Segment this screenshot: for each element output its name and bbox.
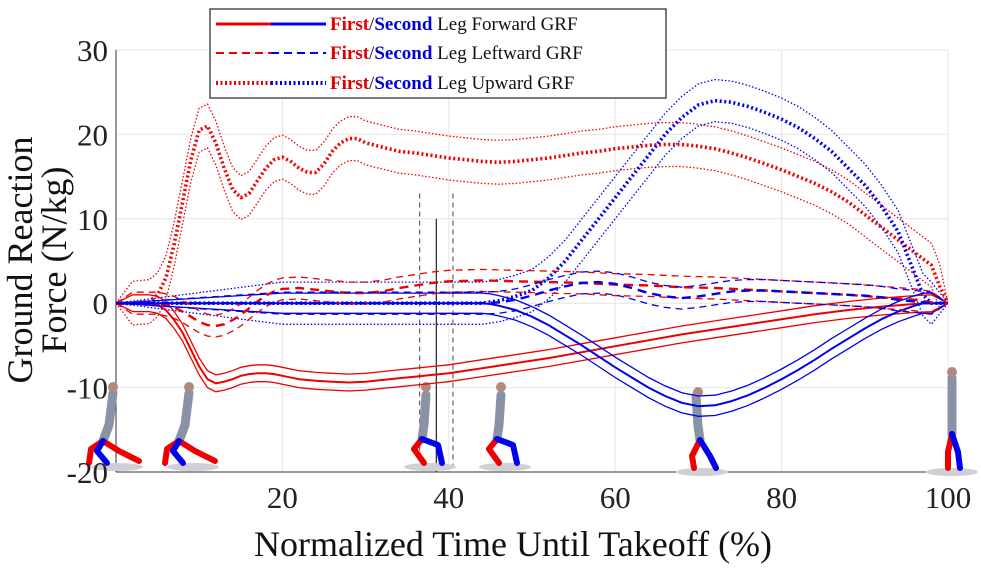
athlete-figure-4 — [479, 382, 531, 471]
series-second-upward-lower-band — [116, 121, 948, 326]
series-second-leftward-lower-band — [116, 292, 948, 315]
athlete-second-leg — [170, 438, 186, 466]
legend-text: Leg Leftward GRF — [432, 43, 582, 64]
athlete-torso — [98, 388, 118, 446]
legend-text: Leg Forward GRF — [432, 14, 577, 35]
athlete-figure-1 — [86, 382, 143, 471]
y-tick-label: 30 — [77, 33, 108, 68]
athlete-head — [184, 382, 194, 392]
series-first-leftward-upper-band — [116, 268, 948, 316]
athlete-figure-6 — [926, 367, 978, 476]
series-first-upward-mean — [116, 124, 948, 305]
athlete-torso — [492, 390, 506, 444]
series-second-upward-upper-band — [116, 78, 948, 304]
series-second-leg-upward — [116, 78, 948, 326]
series-second-leftward-upper-band — [116, 270, 948, 304]
series-second-upward-mean — [116, 98, 948, 305]
athlete-ground-shadow — [404, 463, 456, 471]
x-tick-label: 100 — [925, 480, 972, 515]
legend-slash: / — [369, 43, 375, 64]
series-first-leg-forward — [116, 294, 948, 393]
x-tick-label: 60 — [600, 480, 631, 515]
legend-text: Leg Upward GRF — [432, 73, 574, 94]
athlete-pose-figures — [86, 367, 978, 476]
athlete-first-leg — [689, 437, 703, 471]
x-tick-label: 40 — [433, 480, 464, 515]
y-axis-label-line-1: Ground Reaction — [0, 137, 40, 384]
athlete-second-leg — [419, 436, 445, 466]
athlete-head — [947, 367, 957, 377]
series-first-upward-lower-band — [116, 147, 948, 326]
athlete-figure-2 — [162, 382, 219, 471]
legend-second-label: Second — [374, 73, 433, 94]
grid-lines — [116, 49, 949, 473]
y-tick-label: -20 — [67, 455, 108, 490]
series-second-forward-upper-band — [116, 292, 948, 397]
athlete-figure-3 — [404, 382, 456, 471]
athlete-figure-5 — [676, 387, 728, 476]
athlete-ground-shadow — [479, 463, 531, 471]
y-tick-label: -10 — [67, 371, 108, 406]
series-second-leg-forward — [116, 292, 948, 417]
series-second-forward-lower-band — [116, 302, 948, 417]
series-first-leg-upward — [116, 103, 948, 326]
series-second-leftward-mean — [116, 280, 948, 305]
athlete-ground-shadow — [167, 463, 219, 471]
athlete-head — [496, 382, 506, 392]
athlete-torso — [691, 391, 705, 445]
legend-entry-leftward: First/Second Leg Leftward GRF — [330, 43, 583, 64]
y-axis-label: Ground Reaction Force (N/kg) — [0, 137, 74, 384]
axes — [115, 50, 948, 473]
legend-first-label: First — [330, 43, 370, 64]
x-tick-label: 80 — [766, 480, 797, 515]
legend-first-label: First — [330, 14, 370, 35]
series-first-leftward-lower-band — [116, 290, 948, 338]
takeoff-marker-lines — [419, 193, 454, 472]
athlete-first-leg — [945, 431, 955, 471]
athlete-second-leg — [494, 436, 520, 466]
legend-slash: / — [369, 14, 375, 35]
series-lines — [116, 78, 948, 417]
legend: First/Second Leg Forward GRF First/Secon… — [209, 8, 667, 99]
legend-second-label: Second — [374, 14, 433, 35]
legend-second-label: Second — [374, 43, 433, 64]
y-tick-label: 20 — [77, 117, 108, 152]
athlete-ground-shadow — [926, 468, 978, 476]
legend-entry-upward: First/Second Leg Upward GRF — [330, 73, 574, 94]
athlete-ground-shadow — [676, 468, 728, 476]
legend-entry-forward: First/Second Leg Forward GRF — [330, 14, 578, 35]
athlete-second-leg — [697, 437, 719, 471]
athlete-head — [693, 387, 703, 397]
series-first-forward-upper-band — [116, 294, 948, 376]
legend-slash: / — [369, 73, 375, 94]
series-first-forward-mean — [116, 302, 948, 385]
athlete-second-leg — [94, 438, 110, 466]
series-first-leftward-mean — [116, 279, 948, 328]
x-tick-label: 20 — [267, 480, 298, 515]
athlete-ground-shadow — [91, 463, 143, 471]
athlete-torso — [174, 388, 194, 446]
series-first-forward-lower-band — [116, 302, 948, 393]
y-axis-label-line-2: Force (N/kg) — [34, 167, 74, 354]
athlete-head — [108, 382, 118, 392]
y-tick-label: 0 — [93, 286, 109, 321]
series-first-upward-upper-band — [116, 103, 948, 304]
y-tick-label: 10 — [77, 202, 108, 237]
series-second-forward-mean — [116, 302, 948, 408]
x-axis-label: Normalized Time Until Takeoff (%) — [254, 524, 772, 564]
athlete-torso — [417, 390, 431, 444]
athlete-second-leg — [949, 431, 963, 471]
series-second-leg-leftward — [116, 270, 948, 315]
athlete-first-leg — [411, 436, 427, 466]
athlete-first-leg — [486, 436, 502, 466]
legend-first-label: First — [330, 73, 370, 94]
